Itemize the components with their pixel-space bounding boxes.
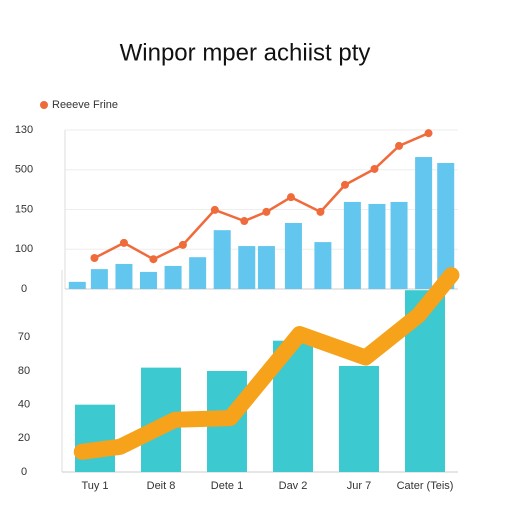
bar xyxy=(339,365,379,472)
bar xyxy=(115,263,133,289)
y-tick-label: 70 xyxy=(18,331,30,343)
line-point xyxy=(286,193,295,202)
y-tick-label: 40 xyxy=(18,399,30,411)
bar xyxy=(368,203,386,289)
line-point xyxy=(210,205,219,214)
x-tick-label: Jur 7 xyxy=(347,480,371,492)
line-point xyxy=(90,253,99,262)
x-tick-label: Tuy 1 xyxy=(81,480,108,492)
x-tick-label: Dav 2 xyxy=(279,480,308,492)
line-point xyxy=(178,240,187,249)
bar xyxy=(284,223,302,289)
bar xyxy=(213,230,231,289)
bar xyxy=(314,242,332,289)
y-tick-label: 500 xyxy=(15,164,33,176)
bar xyxy=(390,201,408,289)
y-tick-label: 0 xyxy=(21,283,27,295)
legend-marker xyxy=(40,101,48,109)
bar xyxy=(415,157,433,289)
y-tick-label: 150 xyxy=(15,203,33,215)
bar xyxy=(68,281,86,289)
chart-title: Winpor mper achiist pty xyxy=(120,39,371,66)
line-point xyxy=(370,164,379,173)
line-point xyxy=(262,207,271,216)
line-point xyxy=(424,129,433,138)
bar xyxy=(257,246,275,289)
bar xyxy=(164,265,182,289)
y-tick-label: 130 xyxy=(15,124,33,136)
legend-label: Reeeve Frine xyxy=(52,99,118,111)
line-point xyxy=(316,207,325,216)
bar xyxy=(90,269,108,289)
bar xyxy=(343,201,361,289)
y-tick-label: 0 xyxy=(21,466,27,478)
bar xyxy=(75,404,115,472)
y-tick-label: 20 xyxy=(18,432,30,444)
line-point xyxy=(395,141,404,150)
line xyxy=(73,267,460,460)
line-point xyxy=(149,255,158,264)
x-tick-label: Deit 8 xyxy=(147,480,176,492)
bar xyxy=(140,271,158,289)
line-point xyxy=(240,217,249,226)
bar xyxy=(189,257,207,289)
line-point xyxy=(341,180,350,189)
bar xyxy=(437,162,455,289)
bar xyxy=(238,246,256,289)
line-point xyxy=(119,238,128,247)
x-tick-label: Dete 1 xyxy=(211,480,243,492)
x-tick-label: Cater (Teis) xyxy=(397,480,454,492)
y-tick-label: 80 xyxy=(18,365,30,377)
y-tick-label: 100 xyxy=(15,243,33,255)
